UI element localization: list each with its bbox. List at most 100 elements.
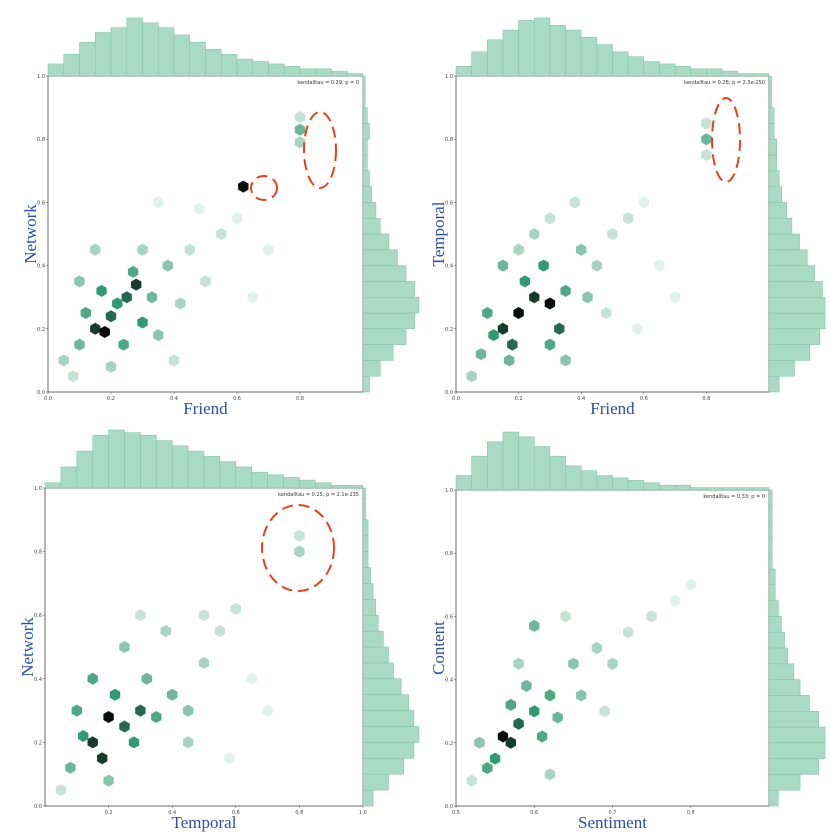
hexbin-cell	[65, 761, 76, 774]
x-histogram-bar	[612, 51, 629, 77]
x-histogram-bar	[737, 487, 754, 491]
y-histogram-bar	[362, 107, 368, 124]
hexbin-cell	[263, 243, 274, 256]
y-histogram-bar	[362, 123, 370, 140]
x-axis-label: Temporal	[172, 813, 237, 832]
x-histogram-bar	[643, 61, 660, 77]
hexbin-cell	[105, 360, 117, 373]
plot-frame	[455, 489, 770, 807]
x-axis-label: Friend	[590, 399, 635, 418]
highlight-oval	[711, 97, 741, 183]
y-histogram-bar	[768, 233, 800, 251]
x-tick-label: 0.6	[640, 396, 648, 402]
y-tick-label: 1.0	[37, 74, 45, 80]
y-histogram-bar	[362, 567, 371, 584]
hexbin-cell	[294, 123, 306, 136]
hexbin-cell	[127, 265, 139, 278]
annotation: kendalltau = 0.33; p = 0	[703, 494, 765, 500]
x-histogram-bar	[721, 70, 738, 77]
hexbin-cell	[576, 689, 587, 702]
x-histogram-bar	[299, 479, 316, 489]
annotation: kendalltau = 0.25; p = 2.1e-235	[278, 492, 359, 498]
y-histogram-bar	[768, 202, 788, 219]
x-histogram-bar	[471, 455, 488, 491]
y-histogram-bar	[768, 312, 826, 330]
x-tick-label: 0.4	[170, 396, 178, 402]
hexbin-cell	[184, 243, 195, 256]
hexbin-cell	[198, 656, 210, 669]
y-histogram-bar	[768, 170, 780, 187]
plot-frame	[44, 487, 364, 807]
y-histogram-bar	[768, 489, 773, 507]
hexbin-cell	[513, 307, 524, 319]
x-histogram-bar	[156, 440, 173, 489]
hexbin-cell	[489, 752, 501, 765]
hexbin-cell	[168, 354, 180, 367]
hexbin-cell	[669, 594, 681, 607]
hexbin-cell	[96, 284, 107, 297]
x-histogram-bar	[236, 58, 253, 77]
y-histogram-bar	[362, 138, 368, 156]
joint-plot: 0.5 0.6 0.7 0.8 0.0 0.2 0.4 0.6 0.8 1.0 Sentiment C…	[429, 431, 826, 832]
y-tick-label: 0.6	[445, 614, 453, 620]
hexbin-cell	[505, 698, 516, 711]
x-histogram-bar	[76, 450, 93, 489]
x-histogram-bar	[659, 63, 676, 77]
hexbin-cell	[504, 354, 515, 367]
y-histogram-bar	[362, 296, 420, 314]
x-tick-label: 0.2	[107, 396, 115, 402]
x-histogram-bar	[534, 446, 551, 491]
x-histogram-bar	[284, 66, 301, 77]
x-histogram-bar	[189, 41, 206, 77]
hexbin-cell	[55, 784, 67, 797]
x-histogram-bar	[534, 17, 551, 77]
x-histogram-bar	[268, 63, 285, 77]
x-histogram-bar	[690, 68, 707, 77]
x-histogram-bar	[221, 54, 238, 77]
y-tick-label: 0.6	[37, 200, 45, 206]
x-histogram-bar	[219, 461, 237, 489]
x-histogram-bar	[283, 477, 300, 489]
hexbin-cell	[591, 642, 602, 654]
x-histogram-bar	[60, 466, 78, 489]
y-tick-label: 0.6	[34, 613, 42, 619]
y-histogram-bar	[768, 631, 785, 649]
x-tick-label: 0.5	[452, 810, 460, 816]
hexbin-cell	[90, 243, 101, 256]
hexbin-cell	[87, 736, 98, 749]
joint-plot: 0.0 0.2 0.4 0.6 0.8 0.0 0.2 0.4 0.6 0.8 1.0 Friend T…	[429, 17, 826, 418]
x-histogram-bar	[706, 487, 723, 491]
hexbin-cell	[231, 212, 243, 225]
x-histogram-bar	[659, 484, 676, 491]
y-histogram-bar	[362, 487, 366, 505]
x-histogram-bar	[674, 66, 691, 77]
hexbin-cell	[198, 609, 210, 622]
y-histogram-bar	[768, 679, 801, 696]
y-axis-label: Temporal	[429, 201, 448, 266]
y-histogram-bar	[362, 375, 370, 393]
hexbin-cell	[175, 297, 186, 310]
y-axis-label: Network	[18, 617, 37, 677]
hexbin-cell	[569, 196, 581, 209]
y-histogram-bar	[362, 742, 415, 759]
y-histogram-bar	[768, 154, 777, 172]
annotation: kendalltau = 0.29; p = 0	[297, 80, 359, 86]
hexbin-cell	[560, 354, 571, 367]
hexbin-cell	[623, 626, 634, 639]
x-histogram-bar	[580, 37, 598, 77]
highlight-oval	[303, 111, 337, 189]
hexbin-cell	[153, 329, 164, 342]
hexbin-cell	[576, 243, 587, 256]
y-histogram-bar	[768, 584, 776, 601]
x-histogram-bar	[92, 435, 109, 489]
y-tick-label: 0.2	[445, 741, 453, 747]
hexbin-cell	[182, 736, 194, 749]
y-histogram-bar	[768, 360, 795, 377]
y-tick-label: 0.0	[37, 390, 45, 396]
y-histogram-bar	[362, 678, 402, 695]
y-histogram-bar	[768, 375, 780, 393]
hexbin-cell	[475, 348, 487, 361]
y-histogram-bar	[768, 186, 782, 203]
x-histogram-bar	[110, 27, 127, 77]
y-histogram-bar	[768, 695, 810, 712]
